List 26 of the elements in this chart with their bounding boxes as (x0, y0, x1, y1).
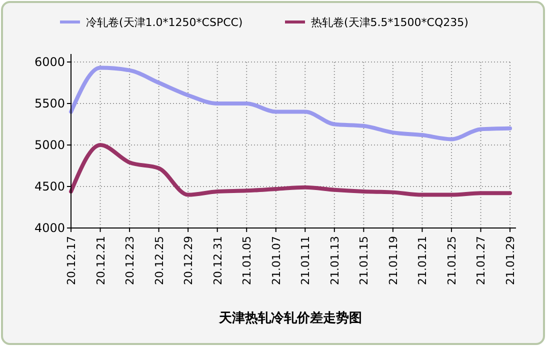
y-tick-label: 4500 (34, 180, 65, 194)
legend-label: 冷轧卷(天津1.0*1250*CSPCC) (86, 16, 243, 29)
text: 天津热轧冷轧价差走势图 (218, 310, 362, 326)
x-tick-label: 21.01.05 (240, 236, 254, 285)
x-tick-label: 20.12.21 (94, 236, 108, 285)
x-tick-label: 21.01.29 (504, 236, 517, 285)
y-tick-label: 5000 (34, 138, 65, 152)
x-tick-label: 21.01.27 (474, 236, 488, 285)
legend-label: 热轧卷(天津5.5*1500*CQ235) (311, 16, 468, 29)
x-tick-label: 21.01.15 (358, 236, 371, 285)
x-tick-label: 21.01.11 (299, 236, 312, 285)
line-series (69, 143, 512, 197)
x-tick-label: 21.01.19 (386, 236, 400, 285)
x-tick-label: 20.12.25 (152, 236, 166, 285)
x-tick-label: 21.01.13 (328, 236, 342, 285)
x-tick-label: 20.12.23 (124, 236, 137, 285)
y-tick-label: 5500 (34, 96, 65, 111)
x-tick-label: 21.01.07 (270, 236, 283, 285)
x-tick-label: 20.12.17 (65, 236, 78, 285)
x-tick-label: 21.01.25 (445, 236, 458, 285)
x-tick-label: 21.01.21 (416, 236, 430, 285)
y-tick-label: 6000 (34, 55, 65, 70)
y-tick-label: 4000 (34, 221, 65, 236)
x-tick-label: 20.12.31 (211, 236, 224, 285)
line-series (69, 66, 512, 142)
x-tick-label: 20.12.29 (182, 236, 196, 285)
